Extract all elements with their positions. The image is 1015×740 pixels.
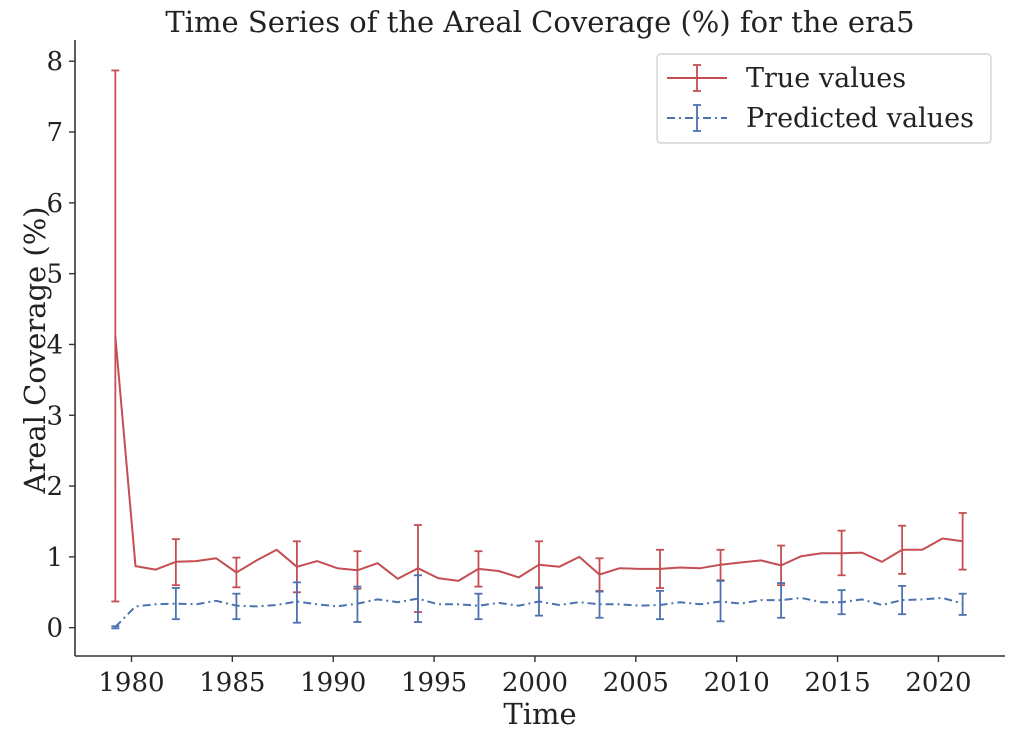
series-2-errorbar [534,587,543,617]
legend-entry: Predicted values [667,103,974,134]
series-2-errorbar [837,589,846,616]
y-tick-label: 5 [46,260,63,290]
series-2-errorbar [595,590,604,619]
series-2-errorbar [474,592,483,621]
y-tick-label: 1 [46,543,63,573]
y-tick-label: 6 [46,189,63,219]
y-axis-label: Areal Coverage (%) [18,206,52,494]
x-axis: 1980 1985 1990 1995 2000 2005 2010 2015 2020 [75,655,1005,698]
x-tick-label: 2000 [502,668,568,698]
series-2-errorbar [898,585,907,616]
series-2-errorbar [716,580,725,623]
series-2-errorbar [232,592,241,621]
legend: True values Predicted values [656,53,992,144]
series-1-errorbar [474,550,483,588]
y-tick-label: 0 [46,614,63,644]
x-tick-label: 2015 [804,668,870,698]
series-1-errorbar [171,538,180,587]
x-tick-label: 1995 [401,668,467,698]
series-2-errorbar [958,592,967,616]
legend-label: True values [746,63,906,94]
series-1-errorbar [958,512,967,571]
series-1-errorbar [837,529,846,577]
legend-label: Predicted values [746,103,974,134]
series-2-errorbar [413,574,422,623]
x-axis-label: Time [503,697,576,731]
x-tick-label: 1990 [300,668,366,698]
series-2-errorbar [353,585,362,623]
y-tick-label: 7 [46,118,63,148]
series-1-errorbar [656,548,665,589]
y-tick-label: 3 [46,401,63,431]
plot-area [111,69,967,630]
legend-entry: True values [667,63,906,94]
series-2-errorbar [171,587,180,621]
series-2-errorbar [111,625,120,630]
y-tick-label: 4 [46,330,63,360]
chart-title: Time Series of the Areal Coverage (%) fo… [165,5,914,39]
y-tick-label: 2 [46,472,63,502]
x-tick-label: 2010 [704,668,770,698]
legend-frame [656,53,992,144]
x-tick-label: 2005 [603,668,669,698]
x-tick-label: 2020 [905,668,971,698]
series-2-errorbar [292,581,301,624]
series-1-errorbar [898,524,907,575]
y-axis: 0 1 2 3 4 5 6 7 8 [46,40,76,656]
series-2-errorbar [656,589,665,621]
series-2-errorbar [777,582,786,619]
series-1-errorbar [111,69,120,603]
series-1-errorbar [232,556,241,589]
x-tick-label: 1985 [199,668,265,698]
x-tick-label: 1980 [98,668,164,698]
y-tick-label: 8 [46,47,63,77]
